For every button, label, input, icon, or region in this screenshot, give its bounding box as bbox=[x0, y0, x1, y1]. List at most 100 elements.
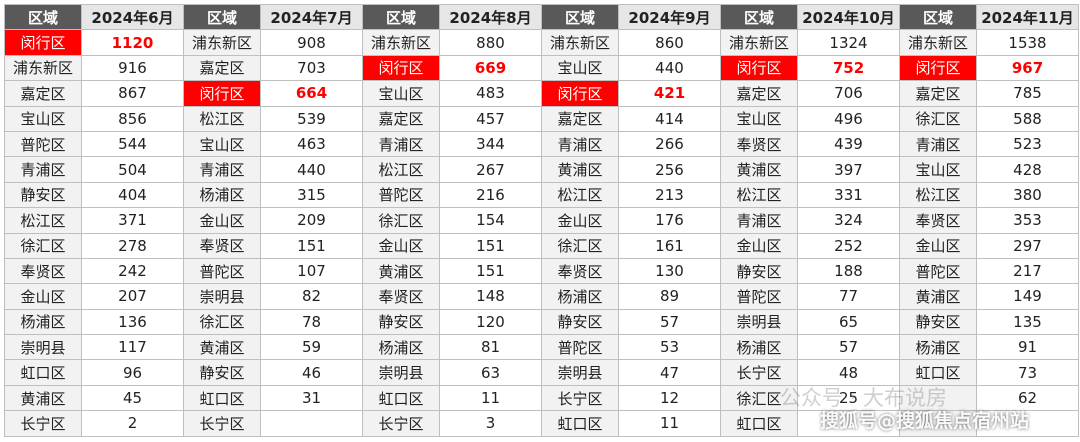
value-cell: 57 bbox=[618, 308, 721, 336]
value-cell: 706 bbox=[797, 80, 900, 107]
region-cell: 松江区 bbox=[541, 181, 619, 209]
region-cell: 黄浦区 bbox=[4, 384, 82, 412]
region-cell: 静安区 bbox=[362, 308, 440, 336]
region-header: 区域 bbox=[720, 3, 798, 31]
region-header: 区域 bbox=[541, 3, 619, 31]
month-header: 2024年8月 bbox=[439, 3, 542, 31]
region-cell: 金山区 bbox=[183, 207, 261, 234]
value-cell: 46 bbox=[260, 359, 363, 386]
region-cell: 崇明县 bbox=[362, 359, 440, 386]
region-cell: 崇明县 bbox=[541, 359, 619, 386]
region-cell: 长宁区 bbox=[720, 359, 798, 386]
region-cell: 静安区 bbox=[4, 181, 82, 209]
region-cell: 虹口区 bbox=[899, 359, 977, 386]
value-cell: 588 bbox=[976, 105, 1079, 132]
region-cell: 金山区 bbox=[899, 232, 977, 259]
table-row: 徐汇区 278 奉贤区 151 金山区 151 徐汇区 161 金山区 252 金山区 297 bbox=[4, 232, 1079, 259]
region-cell: 闵行区 bbox=[183, 80, 261, 107]
region-cell: 黄浦区 bbox=[362, 257, 440, 285]
value-cell: 25 bbox=[797, 384, 900, 412]
value-cell: 539 bbox=[260, 105, 363, 132]
table-row: 普陀区 544 宝山区 463 青浦区 344 青浦区 266 奉贤区 439 青浦区 523 bbox=[4, 130, 1079, 158]
table-row: 金山区 207 崇明县 82 奉贤区 148 杨浦区 89 普陀区 77 黄浦区 149 bbox=[4, 283, 1079, 310]
value-cell: 916 bbox=[81, 54, 184, 82]
watermark: 搜狐号@搜狐焦点宿州站 bbox=[820, 410, 1030, 432]
region-cell: 浦东新区 bbox=[541, 29, 619, 56]
region-cell: 普陀区 bbox=[183, 257, 261, 285]
region-cell: 杨浦区 bbox=[541, 283, 619, 310]
value-cell: 161 bbox=[618, 232, 721, 259]
value-cell: 1324 bbox=[797, 29, 900, 56]
value-cell: 421 bbox=[618, 80, 721, 107]
region-cell: 徐汇区 bbox=[720, 384, 798, 412]
table-row: 静安区 404 杨浦区 315 普陀区 216 松江区 213 松江区 331 松江区 380 bbox=[4, 181, 1079, 209]
region-cell: 青浦区 bbox=[183, 156, 261, 183]
table-row: 崇明县 117 黄浦区 59 杨浦区 81 普陀区 53 杨浦区 57 杨浦区 91 bbox=[4, 334, 1079, 361]
value-cell: 207 bbox=[81, 283, 184, 310]
value-cell: 151 bbox=[439, 232, 542, 259]
value-cell: 82 bbox=[260, 283, 363, 310]
region-cell: 青浦区 bbox=[541, 130, 619, 158]
region-cell: 长宁区 bbox=[4, 410, 82, 437]
table-row: 黄浦区 45 虹口区 31 虹口区 11 长宁区 12 徐汇区 25 62 bbox=[4, 384, 1079, 412]
region-cell: 青浦区 bbox=[362, 130, 440, 158]
value-cell: 73 bbox=[976, 359, 1079, 386]
value-cell: 344 bbox=[439, 130, 542, 158]
region-cell: 嘉定区 bbox=[183, 54, 261, 82]
value-cell: 428 bbox=[976, 156, 1079, 183]
region-cell: 奉贤区 bbox=[362, 283, 440, 310]
region-cell: 奉贤区 bbox=[541, 257, 619, 285]
value-cell: 91 bbox=[976, 334, 1079, 361]
value-cell: 860 bbox=[618, 29, 721, 56]
region-cell: 虹口区 bbox=[541, 410, 619, 437]
region-cell: 徐汇区 bbox=[4, 232, 82, 259]
region-cell: 金山区 bbox=[362, 232, 440, 259]
value-cell: 53 bbox=[618, 334, 721, 361]
table-row: 虹口区 96 静安区 46 崇明县 63 崇明县 47 长宁区 48 虹口区 73 bbox=[4, 359, 1079, 386]
region-cell: 虹口区 bbox=[720, 410, 798, 437]
value-cell: 62 bbox=[976, 384, 1079, 412]
table-row: 嘉定区 867 闵行区 664 宝山区 483 闵行区 421 嘉定区 706 嘉定区 785 bbox=[4, 80, 1079, 107]
region-cell: 静安区 bbox=[899, 308, 977, 336]
value-cell: 266 bbox=[618, 130, 721, 158]
value-cell: 12 bbox=[618, 384, 721, 412]
table-row: 奉贤区 242 普陀区 107 黄浦区 151 奉贤区 130 静安区 188 普陀区 217 bbox=[4, 257, 1079, 285]
value-cell: 908 bbox=[260, 29, 363, 56]
region-cell: 静安区 bbox=[541, 308, 619, 336]
region-cell: 宝山区 bbox=[183, 130, 261, 158]
value-cell: 1538 bbox=[976, 29, 1079, 56]
value-cell: 496 bbox=[797, 105, 900, 132]
value-cell: 267 bbox=[439, 156, 542, 183]
region-cell: 杨浦区 bbox=[4, 308, 82, 336]
value-cell: 148 bbox=[439, 283, 542, 310]
value-cell bbox=[260, 410, 363, 437]
value-cell: 96 bbox=[81, 359, 184, 386]
region-cell: 宝山区 bbox=[720, 105, 798, 132]
value-cell: 353 bbox=[976, 207, 1079, 234]
value-cell: 439 bbox=[797, 130, 900, 158]
region-cell: 松江区 bbox=[362, 156, 440, 183]
value-cell: 664 bbox=[260, 80, 363, 107]
value-cell: 867 bbox=[81, 80, 184, 107]
region-cell: 崇明县 bbox=[4, 334, 82, 361]
value-cell: 154 bbox=[439, 207, 542, 234]
value-cell: 31 bbox=[260, 384, 363, 412]
region-cell: 虹口区 bbox=[183, 384, 261, 412]
region-cell: 静安区 bbox=[183, 359, 261, 386]
region-cell: 徐汇区 bbox=[183, 308, 261, 336]
value-cell: 47 bbox=[618, 359, 721, 386]
table-row: 松江区 371 金山区 209 徐汇区 154 金山区 176 青浦区 324 奉贤区 353 bbox=[4, 207, 1079, 234]
value-cell: 252 bbox=[797, 232, 900, 259]
value-cell: 59 bbox=[260, 334, 363, 361]
region-cell: 金山区 bbox=[720, 232, 798, 259]
value-cell: 1120 bbox=[81, 29, 184, 56]
value-cell: 880 bbox=[439, 29, 542, 56]
region-cell: 嘉定区 bbox=[362, 105, 440, 132]
value-cell: 151 bbox=[260, 232, 363, 259]
value-cell: 483 bbox=[439, 80, 542, 107]
table-row: 长宁区 2 长宁区 长宁区 3 虹口区 11 虹口区 bbox=[4, 410, 1079, 437]
region-cell: 嘉定区 bbox=[899, 80, 977, 107]
value-cell: 209 bbox=[260, 207, 363, 234]
region-cell: 浦东新区 bbox=[183, 29, 261, 56]
value-cell: 89 bbox=[618, 283, 721, 310]
